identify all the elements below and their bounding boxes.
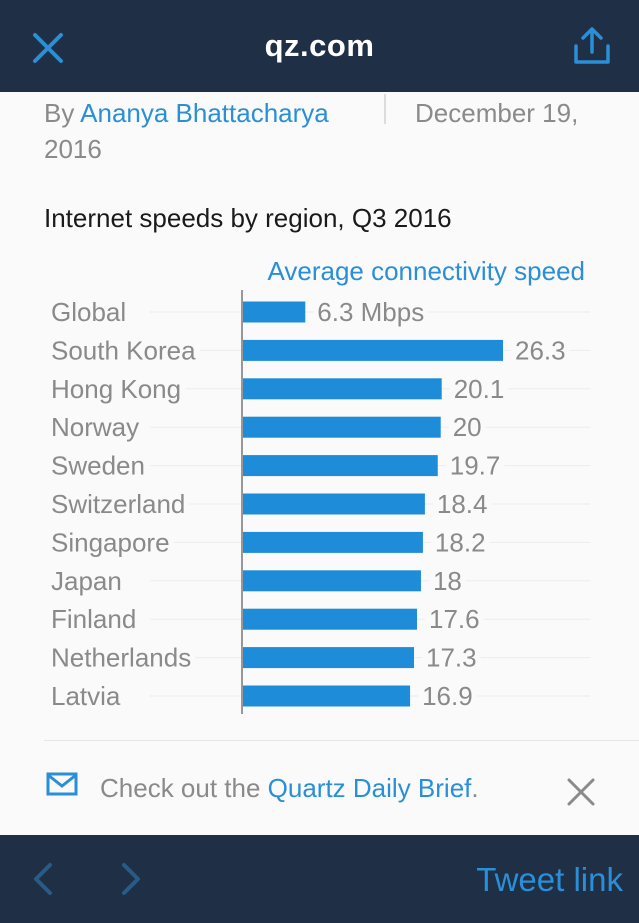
top-bar: qz.com [0, 0, 639, 92]
label-background [511, 335, 570, 366]
value-label: 18.4 [437, 489, 488, 519]
category-label: Latvia [51, 681, 121, 711]
newsletter-text: Check out the Quartz Daily Brief. [100, 773, 479, 804]
label-background [47, 335, 201, 366]
category-label: South Korea [51, 335, 196, 365]
share-icon[interactable] [570, 24, 614, 68]
bar [243, 531, 423, 553]
value-label: 20 [453, 412, 482, 442]
bar [243, 378, 442, 400]
chart-title: Internet speeds by region, Q3 2016 [44, 203, 452, 233]
publish-year: 2016 [44, 134, 102, 164]
category-label: Netherlands [51, 643, 191, 673]
chevron-left-icon[interactable] [28, 859, 58, 899]
bottom-toolbar: Tweet link [0, 835, 639, 923]
newsletter-suffix: . [471, 773, 479, 803]
label-background [47, 681, 125, 711]
label-background [422, 642, 481, 673]
label-background [448, 412, 486, 443]
chart-legend: Average connectivity speed [267, 256, 586, 286]
bar [243, 647, 415, 669]
bar [243, 570, 421, 592]
label-background [430, 527, 490, 558]
label-background [47, 373, 186, 404]
newsletter-link[interactable]: Quartz Daily Brief [267, 773, 472, 803]
label-background [47, 489, 190, 519]
bar [243, 685, 411, 707]
value-label: 18.2 [435, 527, 486, 557]
value-label: 17.3 [426, 643, 477, 673]
category-label: Japan [51, 566, 122, 596]
label-background [313, 297, 429, 327]
bar [243, 339, 503, 361]
tweet-link-button[interactable]: Tweet link [476, 861, 623, 898]
value-label: 6.3 Mbps [317, 297, 424, 327]
category-label: Sweden [51, 451, 145, 481]
value-label: 18 [433, 566, 462, 596]
byline-divider [384, 94, 386, 124]
chevron-right-icon[interactable] [116, 859, 146, 899]
label-background [449, 373, 509, 404]
value-label: 20.1 [454, 374, 505, 404]
label-background [47, 565, 126, 596]
bar [243, 493, 425, 515]
category-label: Norway [51, 412, 139, 442]
label-background [47, 297, 131, 327]
label-background [47, 412, 144, 443]
close-icon[interactable] [30, 30, 66, 66]
label-background [428, 565, 466, 596]
category-label: Switzerland [51, 489, 185, 519]
bar [243, 455, 438, 477]
mail-icon [46, 772, 78, 796]
label-background [47, 527, 174, 558]
bar-chart: Global 6.3 Mbps South Korea 26.3 Hong Kong 20… [47, 290, 590, 714]
bar [243, 301, 306, 323]
author-link[interactable]: Ananya Bhattacharya [80, 98, 329, 128]
category-label: Hong Kong [51, 374, 181, 404]
bar [243, 608, 417, 630]
page-title: qz.com [264, 28, 375, 63]
newsletter-prefix: Check out the [100, 773, 268, 803]
category-label: Singapore [51, 527, 170, 557]
label-background [432, 489, 492, 519]
label-background [47, 604, 141, 635]
publish-date: December 19, [415, 98, 579, 128]
dismiss-close-icon[interactable] [564, 775, 598, 809]
byline-prefix: By [44, 98, 75, 128]
label-background [47, 642, 196, 673]
label-background [424, 604, 484, 635]
chart-divider [44, 740, 639, 741]
value-label: 19.7 [450, 451, 501, 481]
label-background [418, 681, 477, 711]
value-label: 26.3 [515, 335, 566, 365]
value-label: 17.6 [429, 604, 480, 634]
bar [243, 416, 441, 438]
label-background [445, 450, 505, 481]
category-label: Finland [51, 604, 136, 634]
newsletter-banner: Check out the Quartz Daily Brief. [0, 745, 639, 835]
value-label: 16.9 [422, 681, 473, 711]
label-background [47, 450, 149, 481]
category-label: Global [51, 297, 126, 327]
